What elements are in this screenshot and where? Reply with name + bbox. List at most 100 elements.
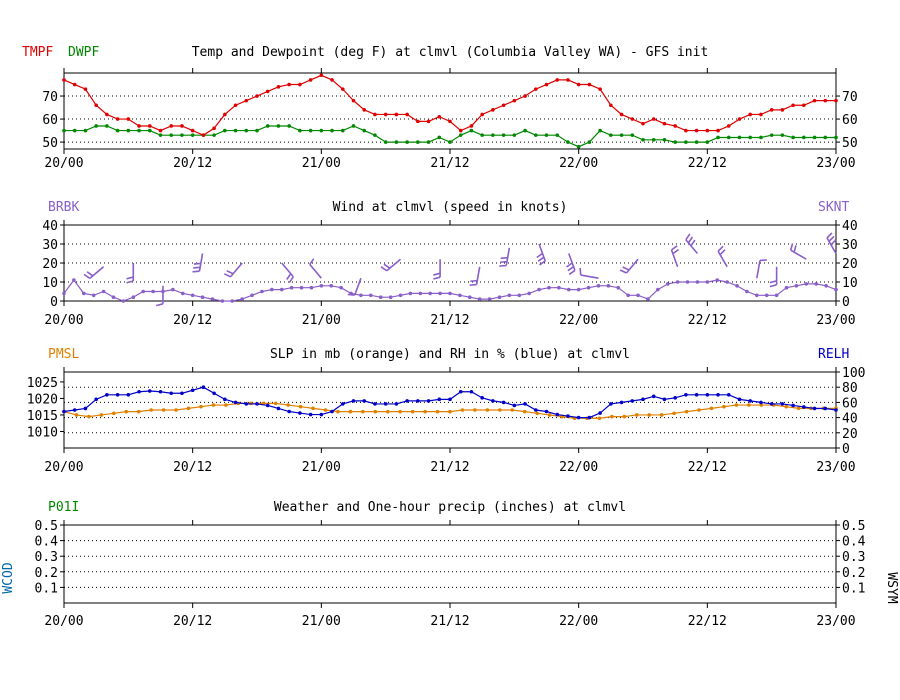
y-tick-label: 30	[842, 238, 858, 253]
relh-series-point	[769, 402, 774, 406]
dwpf-series-point	[748, 135, 753, 140]
dwpf-series-point	[416, 140, 420, 144]
wind-barb	[769, 266, 778, 288]
wind-barb-staff	[790, 249, 807, 260]
dwpf-series-point	[394, 140, 399, 144]
dwpf-series-point	[469, 128, 474, 133]
x-tick-label: 21/12	[430, 156, 469, 171]
tmpf-series-point	[244, 98, 249, 103]
wind-barb	[126, 263, 135, 284]
dwpf-series-point	[330, 128, 334, 133]
pmsl-series-point	[211, 403, 216, 407]
pmsl-series-point	[74, 413, 79, 417]
pmsl-series-point	[722, 404, 726, 409]
sknt-series-point	[121, 299, 126, 303]
relh-series-point	[684, 393, 688, 397]
sknt-series-point	[814, 282, 819, 286]
pmsl-series-point	[784, 404, 788, 409]
dwpf-series-point	[287, 124, 291, 128]
pmsl-series-point	[336, 409, 340, 414]
wind-barb	[756, 259, 767, 279]
tmpf-series-point	[791, 103, 795, 108]
legend-wsym: WSYM	[884, 572, 899, 603]
sknt-series-point	[675, 280, 680, 284]
legend-pmsl: PMSL	[48, 347, 79, 362]
sknt-series-point	[378, 295, 383, 300]
wind-barb-feather	[223, 273, 231, 278]
legend-brbk: BRBK	[48, 200, 79, 215]
sknt-series-point	[329, 284, 334, 288]
tmpf-series-point	[812, 98, 817, 103]
tmpf-series-point	[201, 133, 206, 137]
tmpf-series-point	[394, 112, 399, 117]
relh-series-point	[566, 414, 570, 418]
panel-title: SLP in mb (orange) and RH in % (blue) at…	[270, 347, 630, 362]
x-tick-label: 21/12	[430, 460, 469, 475]
relh-series-point	[469, 389, 474, 394]
dwpf-series-point	[802, 135, 806, 140]
relh-series-point	[340, 402, 345, 406]
tmpf-series-point	[555, 78, 560, 82]
sknt-series-point	[369, 293, 373, 298]
tmpf-series-point	[308, 78, 313, 82]
pmsl-series-point	[224, 403, 228, 407]
y-tick-label: 70	[842, 90, 858, 105]
wind-barb-feather	[567, 266, 575, 272]
wind-barb-feather	[309, 258, 315, 265]
pmsl-series-point	[361, 409, 365, 414]
sknt-series-point	[725, 280, 729, 284]
wind-barb	[685, 233, 699, 255]
relh-series-point	[748, 399, 753, 403]
wind-barb-feather	[380, 266, 388, 272]
y-tick-label: 0.4	[35, 535, 59, 550]
wind-barb-feather	[537, 256, 545, 262]
dwpf-series-point	[598, 128, 602, 133]
sknt-series-point	[517, 293, 522, 298]
sknt-series-point	[824, 284, 828, 288]
sknt-series-point	[339, 285, 343, 290]
wind-barb	[380, 258, 402, 272]
sknt-series-point	[685, 280, 690, 284]
relh-series-point	[641, 397, 645, 402]
relh-series-point	[726, 393, 731, 397]
sknt-series-point	[804, 282, 809, 286]
tmpf-series-point	[512, 98, 517, 103]
x-tick-label: 22/00	[559, 313, 598, 328]
legend-dwpf: DWPF	[68, 45, 99, 60]
pmsl-series-point	[659, 413, 664, 417]
tmpf-series-point	[609, 103, 613, 108]
dwpf-series-point	[694, 140, 699, 144]
sknt-series-point	[220, 299, 225, 303]
sknt-series-point	[626, 293, 630, 298]
sknt-series-point	[616, 285, 621, 290]
relh-series-point	[287, 409, 291, 414]
pmsl-series-point	[498, 408, 502, 412]
tmpf-series-point	[126, 117, 131, 121]
dwpf-series-point	[630, 133, 635, 137]
sknt-series-point	[784, 285, 789, 290]
dwpf-series-point	[383, 140, 388, 144]
tmpf-series-point	[340, 87, 345, 91]
tmpf-series-point	[834, 98, 838, 103]
tmpf-series-point	[448, 119, 452, 124]
relh-series-point	[448, 397, 452, 402]
wind-barb-feather	[286, 273, 292, 280]
pmsl-series-point	[697, 408, 701, 412]
wind-barb	[309, 258, 322, 279]
dwpf-series-point	[83, 128, 88, 133]
panel-4-frame	[63, 524, 837, 604]
legend-wcod: WCOD	[1, 562, 16, 593]
wind-barb-staff	[670, 249, 679, 268]
pmsl-series-point	[149, 408, 153, 412]
tmpf-series-point	[276, 85, 281, 89]
wind-barb-staff	[756, 260, 761, 279]
dwpf-series-point	[576, 144, 581, 149]
dwpf-series-point	[726, 135, 731, 140]
x-tick-label: 23/00	[816, 156, 855, 171]
dwpf-series-point	[190, 133, 195, 137]
relh-series-point	[491, 399, 495, 403]
y-tick-label: 20	[842, 257, 858, 272]
tmpf-series-point	[501, 103, 506, 108]
relh-series-point	[180, 391, 184, 396]
sknt-series-point	[171, 287, 175, 292]
